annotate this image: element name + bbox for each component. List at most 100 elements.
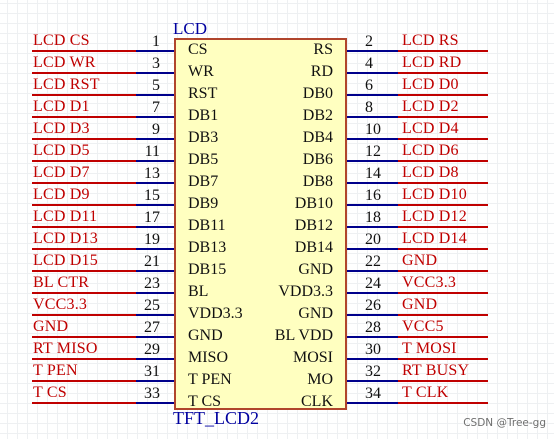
pin-name: T PEN — [188, 371, 232, 388]
net-wire — [32, 160, 136, 162]
net-label: RT MISO — [33, 340, 98, 357]
pin-name: DB6 — [302, 151, 333, 168]
net-label: VCC3.3 — [402, 274, 457, 291]
net-wire — [398, 292, 488, 294]
net-wire — [398, 248, 488, 250]
pin-name: MISO — [188, 349, 229, 366]
pin-number: 20 — [365, 231, 381, 248]
pin-name: BL VDD — [274, 327, 333, 344]
pin-name: DB15 — [188, 261, 227, 278]
net-wire — [398, 204, 488, 206]
pin-name: BL — [188, 283, 209, 300]
net-label: RT BUSY — [402, 362, 470, 379]
pin-line — [136, 94, 174, 96]
pin-number: 1 — [152, 33, 160, 50]
net-wire — [32, 358, 136, 360]
net-label: LCD D2 — [402, 98, 459, 115]
net-label: LCD D8 — [402, 164, 459, 181]
pin-number: 15 — [144, 187, 160, 204]
pin-line — [347, 292, 398, 294]
pin-name: DB4 — [302, 129, 333, 146]
pin-number: 29 — [144, 341, 160, 358]
net-label: LCD RST — [33, 76, 100, 93]
pin-name: DB11 — [188, 217, 226, 234]
pin-name: DB1 — [188, 107, 219, 124]
component-value: TFT_LCD2 — [173, 408, 260, 428]
pin-number: 19 — [144, 231, 160, 248]
pin-line — [136, 204, 174, 206]
net-wire — [398, 336, 488, 338]
pin-number: 17 — [144, 209, 160, 226]
net-label: LCD D1 — [33, 98, 90, 115]
net-wire — [32, 182, 136, 184]
pin-name: DB14 — [294, 239, 333, 256]
net-label: LCD D9 — [33, 186, 90, 203]
pin-name: DB2 — [302, 107, 333, 124]
pin-number: 10 — [365, 121, 381, 138]
net-label: VCC3.3 — [33, 296, 88, 313]
pin-line — [347, 138, 398, 140]
pin-line — [347, 270, 398, 272]
net-label: LCD RD — [402, 54, 462, 71]
net-label: LCD RS — [402, 32, 459, 49]
pin-line — [136, 50, 174, 52]
pin-line — [347, 182, 398, 184]
net-wire — [398, 314, 488, 316]
pin-line — [136, 270, 174, 272]
component-body — [174, 38, 347, 410]
pin-line — [136, 336, 174, 338]
pin-name: CLK — [301, 393, 333, 410]
pin-line — [136, 160, 174, 162]
pin-name: RST — [188, 85, 218, 102]
net-label: LCD D13 — [33, 230, 98, 247]
pin-name: DB0 — [302, 85, 333, 102]
net-label: T MOSI — [402, 340, 457, 357]
pin-name: DB8 — [302, 173, 333, 190]
net-wire — [398, 116, 488, 118]
net-wire — [32, 380, 136, 382]
pin-line — [347, 402, 398, 404]
pin-line — [347, 204, 398, 206]
pin-name: WR — [188, 63, 214, 80]
pin-line — [136, 116, 174, 118]
net-label: LCD D5 — [33, 142, 90, 159]
net-label: T CLK — [402, 384, 449, 401]
net-label: T PEN — [33, 362, 78, 379]
net-label: LCD D11 — [33, 208, 98, 225]
pin-line — [136, 402, 174, 404]
pin-line — [347, 248, 398, 250]
pin-number: 33 — [144, 385, 160, 402]
net-label: GND — [402, 252, 438, 269]
net-label: LCD D10 — [402, 186, 467, 203]
net-wire — [398, 72, 488, 74]
net-wire — [32, 248, 136, 250]
net-label: LCD WR — [33, 54, 96, 71]
net-label: LCD D15 — [33, 252, 98, 269]
pin-line — [347, 358, 398, 360]
pin-number: 27 — [144, 319, 160, 336]
pin-number: 23 — [144, 275, 160, 292]
net-wire — [32, 336, 136, 338]
pin-name: RS — [313, 41, 333, 58]
pin-number: 8 — [365, 99, 373, 116]
net-wire — [32, 402, 136, 404]
pin-number: 22 — [365, 253, 381, 270]
pin-name: RD — [310, 63, 333, 80]
net-wire — [398, 380, 488, 382]
pin-line — [136, 138, 174, 140]
component-designator: LCD — [173, 19, 207, 38]
pin-name: DB9 — [188, 195, 219, 212]
pin-number: 24 — [365, 275, 381, 292]
net-label: GND — [402, 296, 438, 313]
pin-number: 26 — [365, 297, 381, 314]
pin-number: 21 — [144, 253, 160, 270]
pin-number: 16 — [365, 187, 381, 204]
pin-line — [136, 72, 174, 74]
net-wire — [398, 402, 488, 404]
net-label: BL CTR — [33, 274, 90, 291]
pin-number: 7 — [152, 99, 160, 116]
net-wire — [32, 50, 136, 52]
pin-line — [136, 248, 174, 250]
pin-number: 13 — [144, 165, 160, 182]
watermark: CSDN @Tree-gg — [463, 417, 546, 429]
